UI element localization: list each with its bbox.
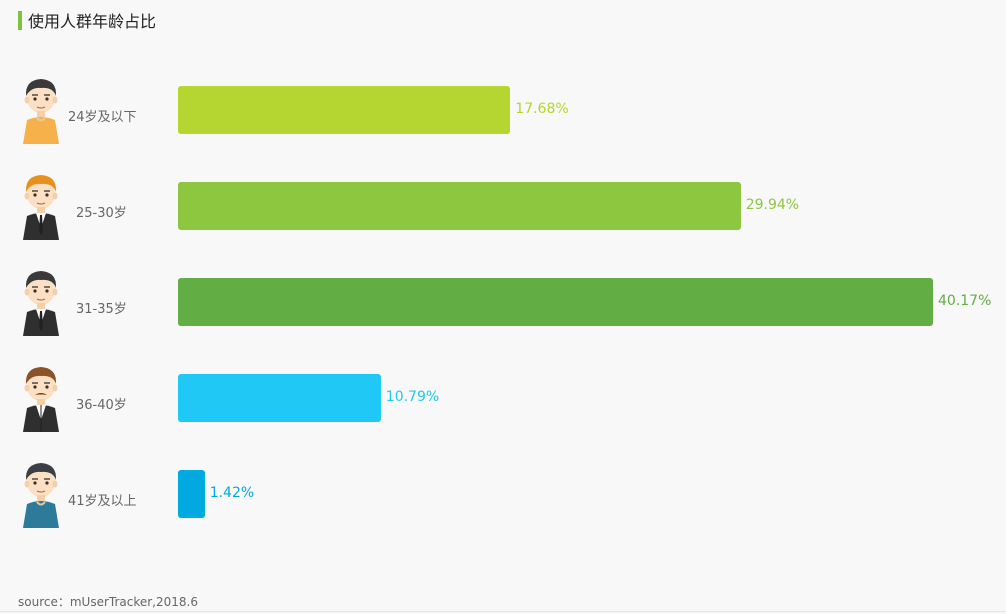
bar <box>178 182 741 230</box>
category-label: 36-40岁 <box>76 398 127 413</box>
bar <box>178 374 381 422</box>
bar <box>178 470 205 518</box>
older-man-blue-shirt-icon <box>19 460 63 528</box>
value-label: 10.79% <box>385 389 440 405</box>
title-accent-bar <box>18 10 22 30</box>
value-label: 40.17% <box>938 293 992 309</box>
category-label: 25-30岁 <box>76 206 127 221</box>
category-label: 31-35岁 <box>76 302 127 317</box>
bar <box>178 278 933 326</box>
orange-hair-man-suit-icon <box>19 172 63 240</box>
bar <box>178 86 511 134</box>
chart-title: 使用人群年龄占比 <box>28 12 157 31</box>
brown-hair-mustache-man-icon <box>19 364 63 432</box>
category-label: 24岁及以下 <box>68 110 137 125</box>
bottom-divider <box>0 611 1006 612</box>
value-label: 29.94% <box>745 197 800 213</box>
chart-title-group: 使用人群年龄占比 <box>18 10 157 31</box>
young-man-orange-shirt-icon <box>19 76 63 144</box>
value-label: 17.68% <box>515 101 569 117</box>
dark-hair-man-suit-icon <box>19 268 63 336</box>
category-label: 41岁及以上 <box>68 494 137 509</box>
source-note: source：mUserTracker,2018.6 <box>18 595 198 609</box>
value-label: 1.42% <box>209 485 255 501</box>
